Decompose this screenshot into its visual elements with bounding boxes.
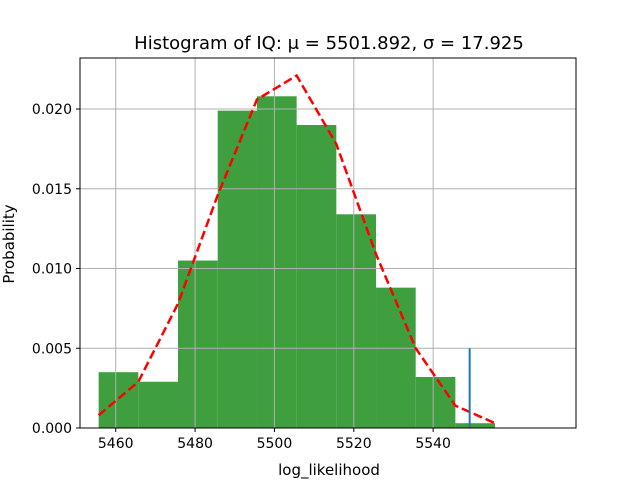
histogram-bar-2 <box>138 381 179 428</box>
x-axis-label: log_likelihood <box>278 461 380 480</box>
histogram-bar-9 <box>415 376 456 428</box>
fit-lines <box>97 73 496 428</box>
plot-area: 5460 5480 5500 5520 5540 0.000 0.005 0.010 0.01… <box>32 57 577 452</box>
y-axis-label: Probability <box>0 204 18 283</box>
fit-curve-line <box>97 73 496 425</box>
chart-title: Histogram of IQ: μ = 5501.892, σ = 17.92… <box>134 33 524 54</box>
histogram-bar-10 <box>455 423 496 428</box>
histogram-bar-4 <box>217 110 257 429</box>
x-tick-label-1: 5460 <box>98 436 134 452</box>
histogram-bars <box>98 96 496 429</box>
y-tick-label-5: 0.020 <box>32 102 72 118</box>
histogram-bar-7 <box>336 214 377 428</box>
y-tick-label-1: 0.000 <box>32 421 72 437</box>
histogram-bar-1 <box>98 372 139 428</box>
x-tick-label-2: 5480 <box>177 436 213 452</box>
axes-frame <box>79 57 577 429</box>
y-axis-ticks: 0.000 0.005 0.010 0.015 0.020 <box>32 102 80 437</box>
x-axis-ticks: 5460 5480 5500 5520 5540 <box>98 428 451 452</box>
x-tick-label-3: 5500 <box>257 436 293 452</box>
y-tick-label-3: 0.010 <box>32 262 72 278</box>
x-tick-label-5: 5540 <box>415 436 451 452</box>
histogram-bar-5 <box>256 96 297 428</box>
x-tick-label-4: 5520 <box>336 436 372 452</box>
y-tick-label-2: 0.005 <box>32 341 72 357</box>
histogram-bar-6 <box>296 124 337 428</box>
y-tick-label-4: 0.015 <box>32 182 72 198</box>
histogram-bar-8 <box>376 287 416 428</box>
